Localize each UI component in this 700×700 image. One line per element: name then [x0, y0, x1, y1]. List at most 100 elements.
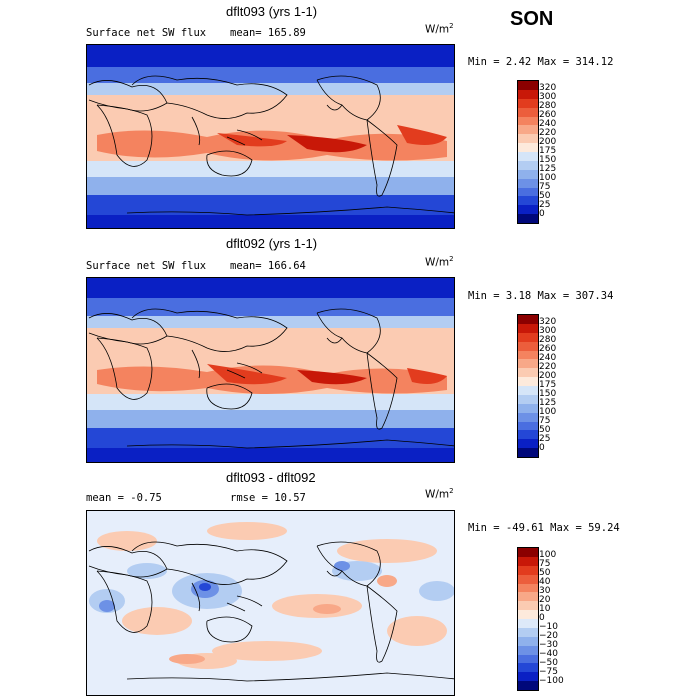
map-band: [87, 428, 454, 448]
colorbar-tick-label: 0: [539, 443, 545, 453]
coastlines: [88, 75, 454, 216]
colorbar-swatch: [518, 430, 538, 440]
colorbar-swatch: [518, 548, 538, 557]
colorbar-tick-label: 125: [539, 164, 557, 174]
map-band: [87, 448, 454, 462]
colorbar-swatch: [518, 601, 538, 611]
colorbar-tick-label: −20: [539, 631, 558, 641]
colorbar-swatch: [518, 421, 538, 431]
colorbar-tick-label: 100: [539, 550, 557, 560]
colorbar-swatch: [518, 403, 538, 413]
panel-2-units: W/m2: [425, 255, 454, 269]
colorbar-tick-label: 50: [539, 568, 551, 578]
colorbar-tick-label: −40: [539, 649, 558, 659]
panel-1-minmax: Min = 2.42 Max = 314.12: [468, 56, 614, 68]
colorbar-tick-label: 50: [539, 191, 551, 201]
colorbar-tick-label: 240: [539, 119, 557, 129]
panel-3-colorbar: [517, 547, 539, 691]
colorbar-swatch: [518, 196, 538, 206]
colorbar-tick-label: 100: [539, 173, 557, 183]
colorbar-swatch: [518, 350, 538, 360]
colorbar-tick-label: 75: [539, 182, 551, 192]
colorbar-tick-label: −75: [539, 667, 558, 677]
colorbar-swatch: [518, 125, 538, 135]
map-band: [87, 195, 454, 215]
colorbar-swatch: [518, 359, 538, 369]
colorbar-tick-label: 300: [539, 326, 557, 336]
colorbar-swatch: [518, 645, 538, 655]
colorbar-tick-label: 150: [539, 389, 557, 399]
map-band: [87, 410, 454, 428]
colorbar-tick-label: −10: [539, 622, 558, 632]
colorbar-swatch: [518, 98, 538, 108]
colorbar-tick-label: 10: [539, 604, 551, 614]
season-label: SON: [510, 8, 554, 30]
map-band: [87, 177, 454, 195]
map-band: [207, 364, 287, 385]
colorbar-tick-label: 0: [539, 209, 545, 219]
panel-1-units: W/m2: [425, 22, 454, 36]
colorbar-tick-label: 25: [539, 200, 551, 210]
panel-1-title: dflt093 (yrs 1-1): [226, 4, 318, 19]
panel-2-mean-label: mean= 166.64: [230, 260, 306, 272]
colorbar-tick-label: 50: [539, 425, 551, 435]
colorbar-tick-label: −100: [539, 676, 564, 686]
colorbar-swatch: [518, 627, 538, 637]
colorbar-tick-label: 300: [539, 92, 557, 102]
colorbar-swatch: [518, 412, 538, 422]
colorbar-swatch: [518, 672, 538, 682]
colorbar-swatch: [518, 134, 538, 144]
colorbar-swatch: [518, 160, 538, 170]
colorbar-tick-label: 200: [539, 371, 557, 381]
colorbar-swatch: [518, 332, 538, 342]
panel-1-variable-label: Surface net SW flux: [86, 27, 207, 39]
map-band: [407, 368, 447, 384]
colorbar-swatch: [518, 143, 538, 152]
colorbar-swatch: [518, 107, 538, 117]
colorbar-tick-label: 75: [539, 559, 551, 569]
panel-2-title: dflt092 (yrs 1-1): [226, 236, 318, 251]
colorbar-tick-label: 320: [539, 83, 557, 93]
colorbar-swatch: [518, 681, 538, 690]
colorbar-swatch: [518, 619, 538, 628]
colorbar-swatch: [518, 81, 538, 90]
colorbar-swatch: [518, 89, 538, 99]
colorbar-tick-label: 280: [539, 101, 557, 111]
colorbar-swatch: [518, 214, 538, 223]
colorbar-tick-label: 25: [539, 434, 551, 444]
map-band: [87, 394, 454, 410]
colorbar-tick-label: 175: [539, 146, 557, 156]
colorbar-tick-label: 320: [539, 317, 557, 327]
map-band: [397, 125, 447, 145]
panel-1-colorbar: [517, 80, 539, 224]
colorbar-swatch: [518, 592, 538, 602]
panel-3-map-svg: [87, 511, 454, 695]
negative-anomalies-max: [199, 583, 211, 591]
colorbar-swatch: [518, 341, 538, 351]
colorbar-tick-label: 40: [539, 577, 551, 587]
colorbar-tick-label: 100: [539, 407, 557, 417]
colorbar-swatch: [518, 323, 538, 333]
colorbar-swatch: [518, 394, 538, 404]
map-band: [217, 133, 287, 147]
colorbar-tick-label: 260: [539, 110, 557, 120]
colorbar-swatch: [518, 368, 538, 378]
colorbar-swatch: [518, 116, 538, 126]
colorbar-swatch: [518, 439, 538, 449]
colorbar-tick-label: 125: [539, 398, 557, 408]
colorbar-swatch: [518, 178, 538, 188]
panel-3-units: W/m2: [425, 487, 454, 501]
colorbar-swatch: [518, 556, 538, 566]
panel-3-minmax: Min = -49.61 Max = 59.24: [468, 522, 620, 534]
colorbar-swatch: [518, 583, 538, 593]
colorbar-tick-label: 30: [539, 586, 551, 596]
panel-2-colorbar: [517, 314, 539, 458]
panel-2-map-svg: [87, 278, 454, 462]
panel-1-mean-label: mean= 165.89: [230, 27, 306, 39]
map-band: [87, 161, 454, 177]
colorbar-swatch: [518, 654, 538, 664]
coastlines: [88, 541, 454, 682]
colorbar-swatch: [518, 386, 538, 395]
panel-3-title: dflt093 - dflt092: [226, 470, 316, 485]
coastlines: [88, 308, 454, 449]
